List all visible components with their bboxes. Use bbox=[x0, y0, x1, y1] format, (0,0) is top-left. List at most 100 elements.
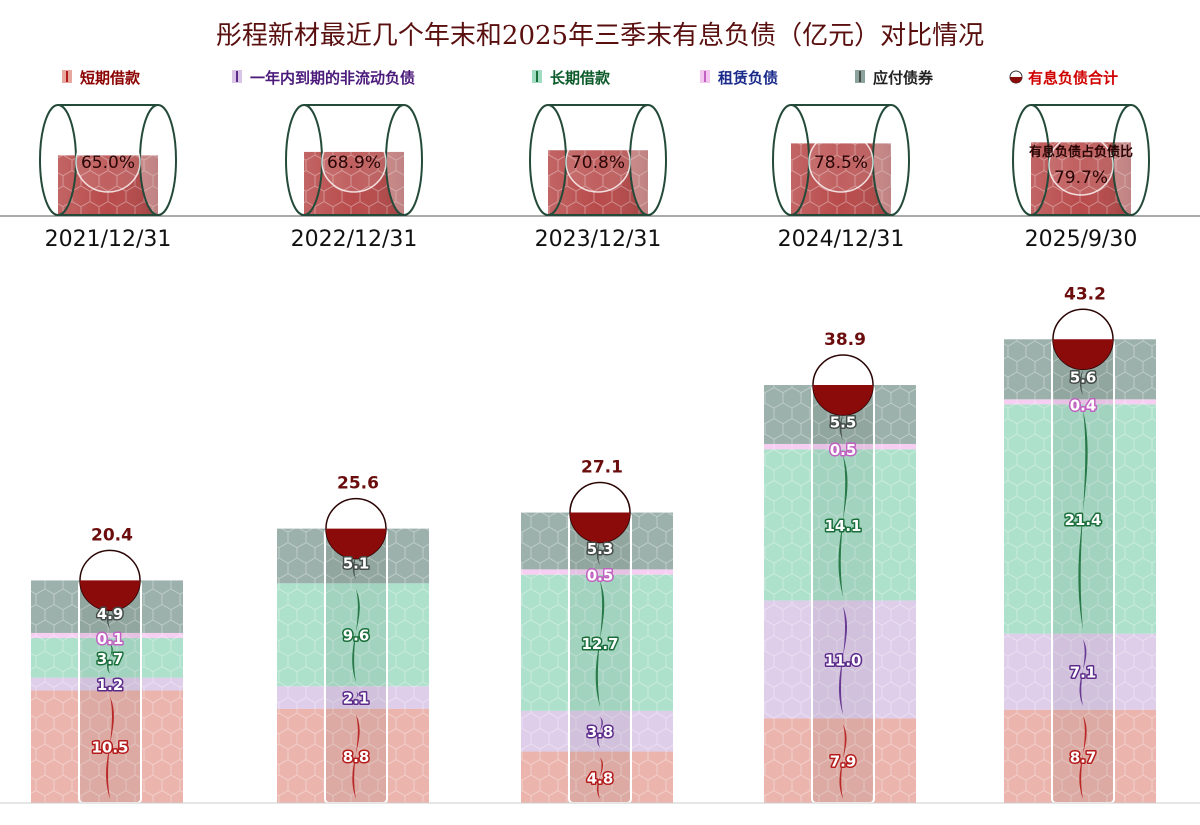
ratio-caption: 有息负债占负债比 bbox=[1029, 144, 1133, 160]
legend-label: 长期借款 bbox=[550, 69, 611, 87]
x-tick-label: 2024/12/31 bbox=[778, 227, 905, 252]
stacked-bars: 20.4 10.5 1.2 3.7 0.1 4.9 25.6 8.8 2.1 9.6 5.1 27.1… bbox=[31, 284, 1156, 804]
segment-value-label: 5.1 bbox=[343, 555, 370, 573]
segment-wave-mark bbox=[838, 606, 848, 715]
total-value-label: 38.9 bbox=[824, 330, 866, 350]
x-tick-label: 2021/12/31 bbox=[45, 227, 172, 252]
legend-item: 一年内到期的非流动负债 bbox=[232, 69, 415, 87]
total-cap bbox=[812, 354, 874, 416]
segment-value-label: 1.2 bbox=[97, 676, 124, 694]
ratio-value: 65.0% bbox=[81, 153, 135, 173]
segment-value-label: 9.6 bbox=[343, 627, 370, 645]
total-cap-fill bbox=[813, 385, 873, 416]
ratio-cylinders: 65.0% 68.9% 70.8% 78.5% 有息负债占负债比 79.7% bbox=[39, 104, 1150, 216]
segment-value-label: 11.0 bbox=[824, 651, 861, 669]
ratio-cylinder: 78.5% bbox=[772, 104, 910, 216]
segment-value-label: 0.4 bbox=[1070, 396, 1097, 414]
total-cap-fill bbox=[326, 528, 386, 559]
segment-value-label: 5.5 bbox=[830, 414, 857, 432]
legend-item: 有息负债合计 bbox=[1009, 69, 1118, 87]
ratio-value: 68.9% bbox=[327, 153, 381, 173]
total-value-label: 25.6 bbox=[337, 474, 379, 494]
x-tick-label: 2025/9/30 bbox=[1025, 227, 1138, 252]
segment-value-label: 0.5 bbox=[830, 441, 857, 459]
ratio-bubble bbox=[808, 131, 874, 193]
segment-value-label: 8.7 bbox=[1070, 748, 1097, 766]
legend-item: 应付债券 bbox=[855, 69, 934, 87]
total-cap bbox=[1052, 308, 1114, 371]
ratio-bubble bbox=[565, 131, 631, 193]
segment-value-label: 10.5 bbox=[91, 739, 128, 757]
ratio-cylinder: 70.8% bbox=[529, 104, 667, 216]
chart-legend: 短期借款 一年内到期的非流动负债 长期借款 租赁负债 应付债券 有息负债合计 bbox=[62, 69, 1118, 87]
date-labels: 2021/12/31 2022/12/31 2023/12/31 2024/12/31… bbox=[45, 227, 1138, 252]
cylinder-cap-right bbox=[872, 104, 910, 216]
bar-stack: 20.4 10.5 1.2 3.7 0.1 4.9 bbox=[31, 525, 183, 804]
ratio-cylinder: 65.0% bbox=[39, 104, 177, 216]
segment-wave-mark bbox=[352, 714, 360, 799]
ratio-cylinder: 68.9% bbox=[285, 104, 423, 216]
total-value-label: 43.2 bbox=[1064, 284, 1106, 304]
bar-segment-texture bbox=[764, 718, 916, 803]
legend-label: 短期借款 bbox=[80, 69, 141, 87]
segment-wave-mark bbox=[353, 692, 359, 705]
total-cap bbox=[79, 549, 141, 612]
segment-wave-mark bbox=[352, 589, 360, 683]
cylinder-cap-right bbox=[139, 104, 177, 216]
segment-value-label: 8.8 bbox=[343, 748, 370, 766]
bar-segment-texture bbox=[31, 677, 183, 691]
segment-wave-mark bbox=[1078, 410, 1088, 630]
cylinder-cap-right bbox=[1112, 104, 1150, 216]
bar-segment-texture bbox=[277, 686, 429, 709]
bar-segment-texture bbox=[1004, 399, 1156, 405]
legend-label: 应付债券 bbox=[873, 69, 934, 87]
segment-value-label: 14.1 bbox=[824, 517, 861, 535]
segment-value-label: 3.7 bbox=[97, 650, 124, 668]
bar-stack: 43.2 8.7 7.1 21.4 0.4 5.6 bbox=[1004, 284, 1156, 804]
segment-wave-mark bbox=[839, 724, 847, 799]
segment-wave-mark bbox=[596, 757, 604, 799]
ratio-value: 70.8% bbox=[571, 153, 625, 173]
ratio-bubble bbox=[321, 131, 387, 193]
bar-segment-texture bbox=[31, 637, 183, 678]
ratio-bubble bbox=[1048, 134, 1114, 196]
segment-value-label: 12.7 bbox=[581, 635, 618, 653]
segment-wave-mark bbox=[106, 696, 114, 799]
segment-value-label: 0.1 bbox=[97, 630, 124, 648]
segment-value-label: 7.1 bbox=[1070, 664, 1097, 682]
cylinder-outline bbox=[304, 104, 404, 216]
segment-value-label: 5.6 bbox=[1070, 368, 1097, 386]
ratio-value: 79.7% bbox=[1054, 168, 1108, 188]
cylinder-outline bbox=[791, 104, 891, 216]
total-value-label: 20.4 bbox=[91, 525, 133, 545]
bar-stack: 38.9 7.9 11.0 14.1 0.5 5.5 bbox=[764, 330, 916, 804]
chart-title: 彤程新材最近几个年末和2025年三季末有息负债（亿元）对比情况 bbox=[216, 21, 984, 51]
cylinder-outline bbox=[548, 104, 648, 216]
segment-wave-mark bbox=[597, 716, 603, 748]
bar-segment-texture bbox=[521, 710, 673, 752]
ratio-value: 78.5% bbox=[814, 153, 868, 173]
bar-segment-texture bbox=[521, 569, 673, 575]
cylinder-outline bbox=[58, 104, 158, 216]
ratio-cylinder: 有息负债占负债比 79.7% bbox=[1012, 104, 1150, 216]
segment-wave-mark bbox=[1079, 715, 1087, 799]
total-cap-fill bbox=[80, 580, 140, 611]
total-cap-fill bbox=[570, 512, 630, 543]
segment-value-label: 7.9 bbox=[830, 753, 857, 771]
legend-item: 短期借款 bbox=[62, 69, 141, 87]
bar-stack: 27.1 4.8 3.8 12.7 0.5 5.3 bbox=[521, 458, 673, 804]
segment-value-label: 5.3 bbox=[587, 540, 614, 558]
bar-segment-texture bbox=[764, 443, 916, 450]
legend-label: 有息负债合计 bbox=[1028, 69, 1118, 87]
segment-wave-mark bbox=[1079, 639, 1087, 706]
legend-label: 一年内到期的非流动负债 bbox=[250, 69, 415, 87]
legend-item: 租赁负债 bbox=[700, 69, 778, 87]
segment-wave-mark bbox=[838, 455, 848, 597]
legend-label: 租赁负债 bbox=[718, 69, 778, 87]
ratio-bubble bbox=[75, 131, 141, 193]
total-cap-fill bbox=[1053, 339, 1113, 370]
segment-wave-mark bbox=[595, 580, 605, 707]
segment-wave-mark bbox=[107, 643, 113, 674]
x-tick-label: 2022/12/31 bbox=[291, 227, 418, 252]
